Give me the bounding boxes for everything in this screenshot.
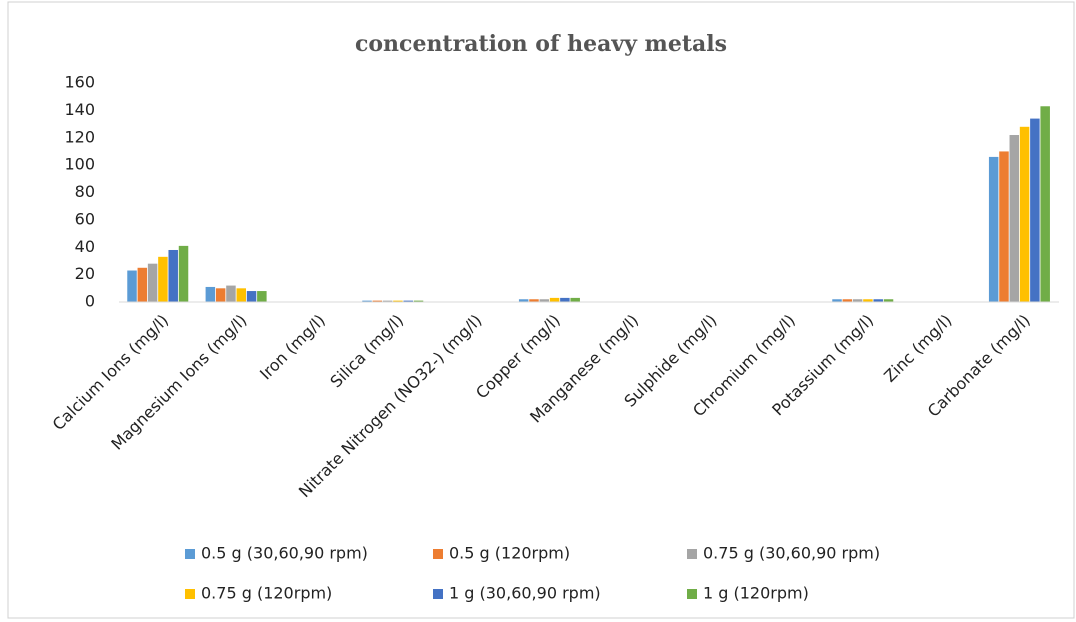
bar [413, 300, 424, 302]
y-tick-label: 0 [85, 292, 95, 311]
bar [999, 151, 1009, 302]
legend-label: 1 g (120rpm) [703, 584, 809, 603]
legend-swatch [687, 589, 697, 599]
bar [226, 285, 236, 302]
legend-swatch [433, 549, 443, 559]
y-tick-label: 20 [75, 264, 95, 283]
legend-swatch [185, 589, 195, 599]
legend-label: 1 g (30,60,90 rpm) [449, 584, 601, 603]
bar [403, 300, 413, 302]
legend-label: 0.5 g (120rpm) [449, 544, 570, 563]
bar [127, 270, 137, 302]
y-tick-label: 40 [75, 237, 95, 256]
bar [842, 299, 853, 302]
bar [518, 299, 529, 302]
y-tick-label: 140 [64, 100, 95, 119]
legend-label: 0.5 g (30,60,90 rpm) [201, 544, 368, 563]
bar [393, 300, 403, 302]
bar [1009, 135, 1020, 302]
bar [539, 299, 550, 302]
chart-title: concentration of heavy metals [355, 31, 727, 57]
bar [168, 249, 178, 302]
bar [883, 299, 894, 302]
bar [236, 288, 246, 302]
legend-swatch [185, 549, 195, 559]
bar [362, 300, 372, 302]
bar [549, 297, 560, 302]
y-tick-label: 160 [64, 73, 95, 92]
y-tick-label: 80 [75, 182, 95, 201]
chart-frame [7, 1, 1075, 619]
bar [158, 256, 168, 302]
y-tick-label: 100 [64, 155, 95, 174]
bar [1040, 106, 1050, 302]
bar [215, 288, 226, 302]
bar [382, 300, 393, 302]
bar [257, 291, 267, 302]
bar [1019, 126, 1030, 302]
legend-swatch [687, 549, 697, 559]
legend-label: 0.75 g (30,60,90 rpm) [703, 544, 880, 563]
bar [137, 267, 148, 302]
bar [178, 245, 189, 302]
bar [147, 263, 158, 302]
bar [832, 299, 842, 302]
bar [529, 299, 539, 302]
bar [560, 297, 570, 302]
bar [372, 300, 383, 302]
bar [1030, 118, 1040, 303]
bar [863, 299, 873, 302]
legend-swatch [433, 589, 443, 599]
bar [205, 286, 216, 302]
bar [246, 291, 257, 302]
bar [988, 156, 999, 302]
y-tick-label: 60 [75, 209, 95, 228]
legend-label: 0.75 g (120rpm) [201, 584, 332, 603]
bar [570, 297, 580, 302]
y-tick-label: 120 [64, 127, 95, 146]
bar [852, 299, 863, 302]
bar [873, 299, 883, 302]
